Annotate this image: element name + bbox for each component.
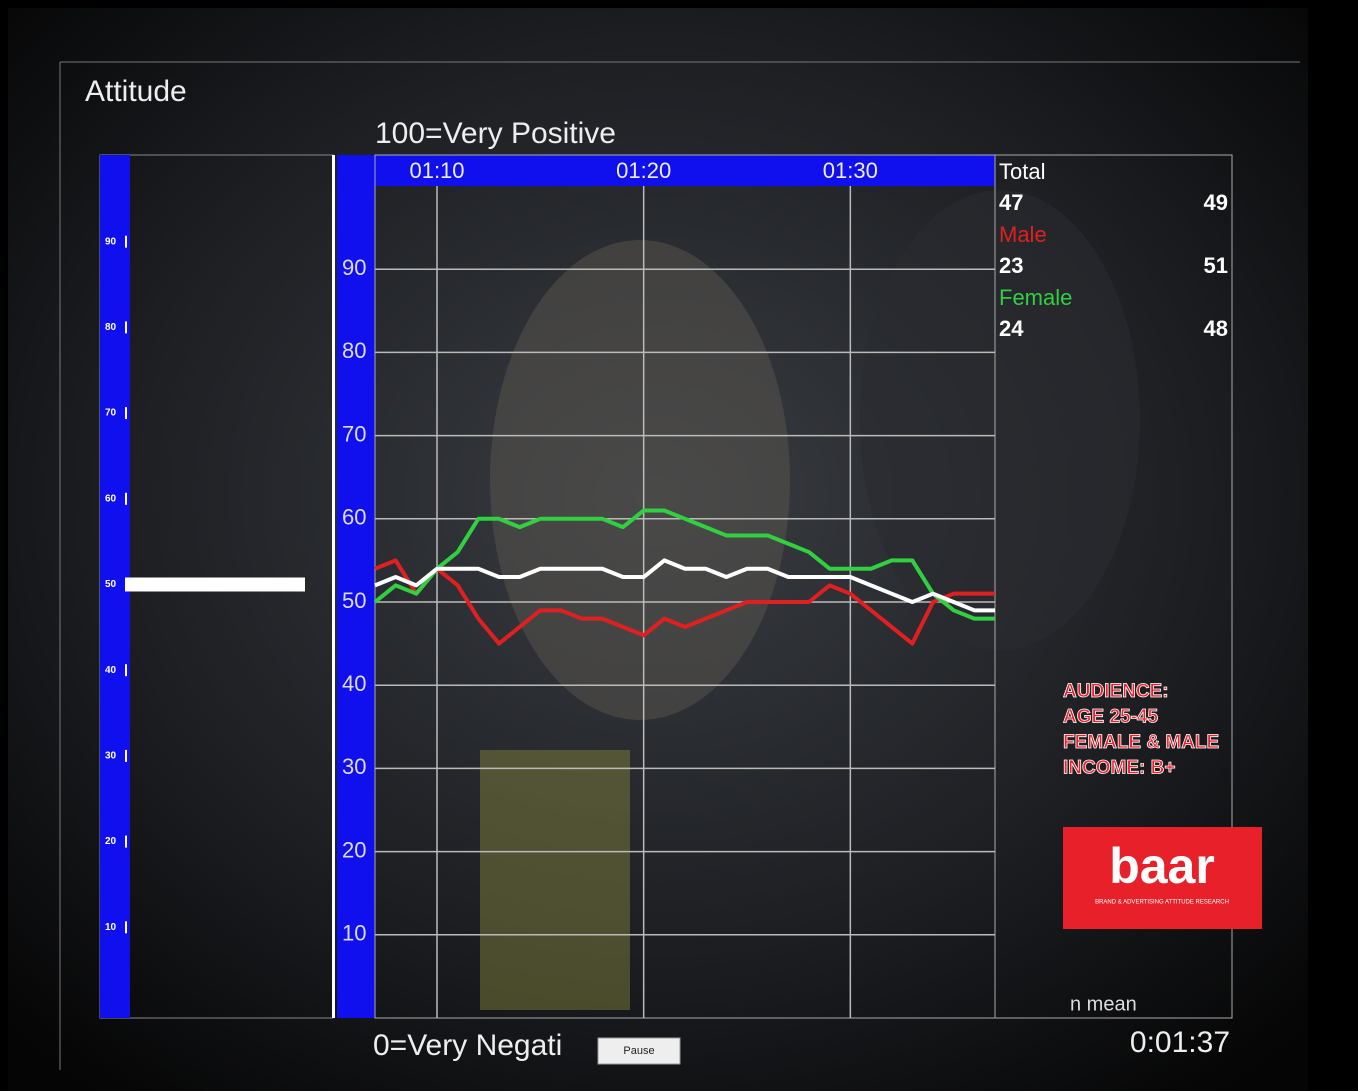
title: Attitude — [85, 75, 187, 108]
logo-name: baar — [1109, 838, 1215, 894]
stat-n: 24 — [999, 316, 1024, 341]
y-tick-label: 80 — [342, 338, 366, 363]
stats-footer: n mean — [1070, 993, 1137, 1015]
pause-label[interactable]: Pause — [623, 1045, 654, 1057]
timecode: 0:01:37 — [1130, 1026, 1230, 1059]
gauge-tick-label: 50 — [105, 579, 117, 590]
gauge-level — [125, 577, 305, 592]
video-figure — [490, 240, 790, 720]
audience-line: AGE 25-45 — [1063, 707, 1158, 728]
logo-tagline: BRAND & ADVERTISING ATTITUDE RESEARCH — [1095, 900, 1229, 906]
gauge-tick-label: 40 — [105, 665, 117, 676]
stat-mean: 51 — [1204, 253, 1228, 278]
chart-frame — [374, 154, 1233, 1019]
divider — [332, 155, 335, 1018]
series-line — [374, 558, 995, 646]
y-tick-label: 90 — [342, 255, 366, 280]
x-tick-label: 01:10 — [409, 158, 464, 183]
legend-label: Male — [999, 222, 1047, 247]
pause-button-bg[interactable] — [597, 1037, 681, 1065]
gauge-tick-label: 90 — [105, 236, 117, 247]
video-figure — [860, 190, 1140, 650]
pause-button[interactable]: Pause — [597, 1037, 681, 1065]
stat-n: 47 — [999, 190, 1023, 215]
video-object — [480, 750, 630, 1010]
gauge-tick-label: 60 — [105, 493, 117, 504]
series-line — [374, 558, 995, 613]
logo-box — [1063, 827, 1262, 929]
stat-mean: 49 — [1204, 190, 1228, 215]
series-line — [373, 508, 995, 621]
x-axis-strip — [375, 155, 995, 186]
y-tick-label: 70 — [342, 421, 366, 446]
gauge-tick-label: 30 — [105, 751, 117, 762]
scale-bottom: 0=Very Negati — [373, 1029, 562, 1062]
audience-line: AUDIENCE: — [1063, 681, 1169, 702]
legend-label: Total — [999, 159, 1045, 184]
y-tick-label: 40 — [342, 671, 366, 696]
gauge-tick-label: 70 — [105, 408, 117, 419]
legend-label: Female — [999, 285, 1072, 310]
stat-n: 23 — [999, 253, 1023, 278]
y-tick-label: 50 — [342, 588, 366, 613]
gauge-tick-label: 80 — [105, 322, 117, 333]
y-tick-label: 10 — [342, 921, 366, 946]
y-tick-label: 20 — [342, 837, 366, 862]
gauge-tick-label: 10 — [105, 922, 117, 933]
x-tick-label: 01:20 — [616, 158, 671, 183]
y-tick-label: 30 — [342, 754, 366, 779]
y-axis-strip — [337, 155, 375, 1018]
audience-line: FEMALE & MALE — [1063, 732, 1219, 753]
gauge-tick-label: 20 — [105, 836, 117, 847]
x-tick-label: 01:30 — [823, 158, 878, 183]
frame — [59, 61, 1300, 1070]
stat-mean: 48 — [1204, 316, 1228, 341]
audience-line: INCOME: B+ — [1063, 758, 1175, 779]
scale-top: 100=Very Positive — [375, 117, 616, 150]
y-tick-label: 60 — [342, 505, 366, 530]
